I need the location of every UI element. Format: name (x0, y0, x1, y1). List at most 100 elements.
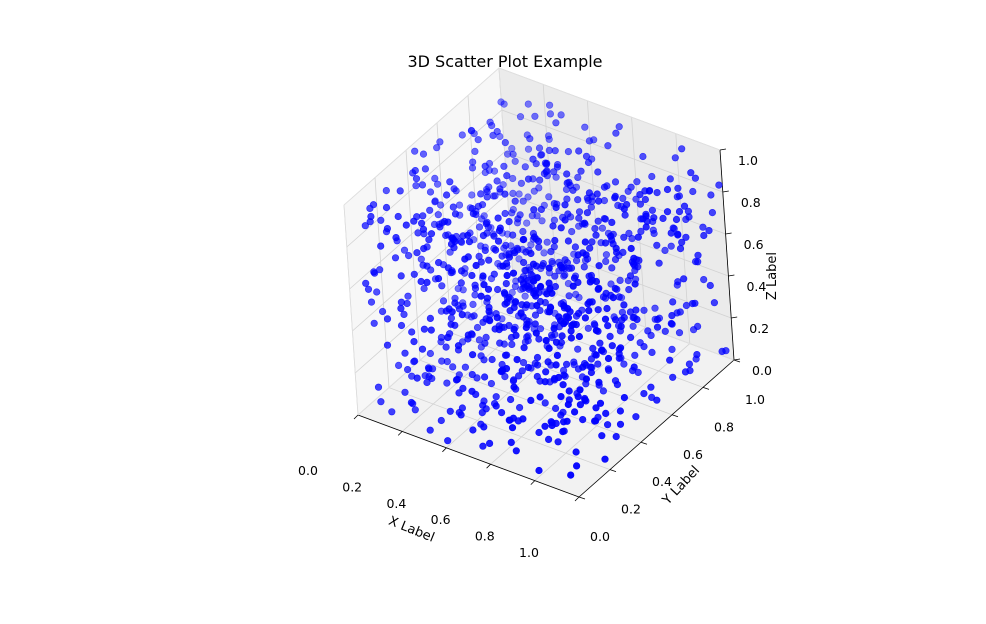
data-point (512, 331, 520, 340)
data-point (527, 249, 535, 258)
z-tick-label: 0.8 (741, 195, 761, 210)
data-point (582, 375, 591, 383)
y-tick-mark (578, 496, 586, 500)
data-point (604, 354, 613, 363)
data-point (480, 281, 488, 289)
data-point (473, 323, 482, 332)
data-point (594, 197, 603, 205)
data-point (514, 372, 523, 380)
y-tick-label: 0.2 (621, 502, 641, 517)
data-point (580, 219, 589, 227)
data-point (459, 302, 467, 310)
data-point (364, 285, 373, 293)
data-point (672, 215, 681, 224)
data-point (479, 401, 487, 409)
data-point (472, 261, 480, 270)
pane-edge (498, 67, 721, 151)
data-point (597, 346, 606, 355)
data-point (515, 190, 523, 198)
data-point (567, 334, 576, 342)
data-point (511, 157, 519, 165)
data-point (411, 147, 419, 155)
data-point (519, 197, 527, 205)
data-point (533, 361, 542, 369)
data-point (648, 348, 656, 357)
data-point (667, 242, 675, 250)
data-point (397, 298, 406, 306)
data-point (411, 167, 419, 175)
data-point (485, 307, 493, 316)
data-point (653, 396, 661, 404)
y-tick-label: 1.0 (745, 392, 765, 407)
data-point (603, 182, 611, 190)
x-tick-label: 0.4 (386, 496, 406, 511)
data-point (524, 175, 533, 183)
data-point (509, 150, 517, 158)
data-point (594, 217, 602, 225)
data-point (576, 401, 585, 409)
data-point (551, 404, 560, 413)
z-tick-mark (731, 316, 738, 319)
data-point (694, 258, 702, 266)
data-point (625, 286, 633, 294)
data-point (574, 278, 582, 287)
data-point (400, 310, 408, 319)
data-point (493, 177, 501, 185)
data-point (468, 371, 476, 379)
data-point (567, 264, 576, 272)
data-point (667, 229, 675, 237)
data-point (559, 428, 567, 436)
data-point (377, 242, 385, 250)
data-point (557, 393, 565, 401)
data-point (481, 246, 489, 254)
data-point (581, 314, 590, 322)
data-point (497, 368, 505, 376)
data-point (554, 438, 562, 446)
data-point (550, 216, 559, 224)
data-point (446, 248, 454, 256)
data-point (616, 276, 624, 285)
data-point (678, 145, 686, 153)
data-point (536, 325, 545, 333)
data-point (574, 393, 582, 401)
data-point (582, 152, 591, 160)
data-point (455, 389, 463, 397)
data-point (524, 145, 533, 153)
x-axis-label: X Label (386, 514, 436, 546)
data-point (632, 195, 640, 203)
data-point (545, 279, 553, 287)
data-point (420, 284, 428, 293)
data-point (666, 175, 674, 183)
data-point (468, 191, 476, 199)
data-point (619, 248, 627, 256)
data-point (602, 409, 610, 418)
data-point (537, 205, 546, 213)
data-point (527, 396, 535, 405)
data-point (629, 322, 637, 330)
data-point (502, 365, 511, 373)
data-point (509, 269, 518, 277)
data-point (439, 297, 448, 305)
data-point (437, 416, 445, 425)
pane-edge (343, 204, 359, 416)
data-point (483, 193, 491, 201)
data-point (576, 386, 584, 394)
data-point (410, 338, 418, 346)
z-tick-label: 0.0 (752, 363, 772, 378)
data-point (574, 251, 582, 259)
data-point (438, 282, 446, 290)
y-tick-mark (671, 414, 679, 418)
data-point (455, 201, 464, 209)
data-point (553, 163, 562, 171)
data-point (612, 129, 620, 137)
data-point (383, 315, 392, 323)
data-point (507, 438, 515, 447)
data-point (552, 361, 560, 369)
data-point (405, 252, 413, 260)
data-point (369, 201, 378, 209)
data-point (508, 340, 516, 349)
data-point (575, 214, 583, 222)
data-point (519, 258, 528, 267)
data-point (502, 280, 510, 288)
data-point (477, 292, 485, 300)
